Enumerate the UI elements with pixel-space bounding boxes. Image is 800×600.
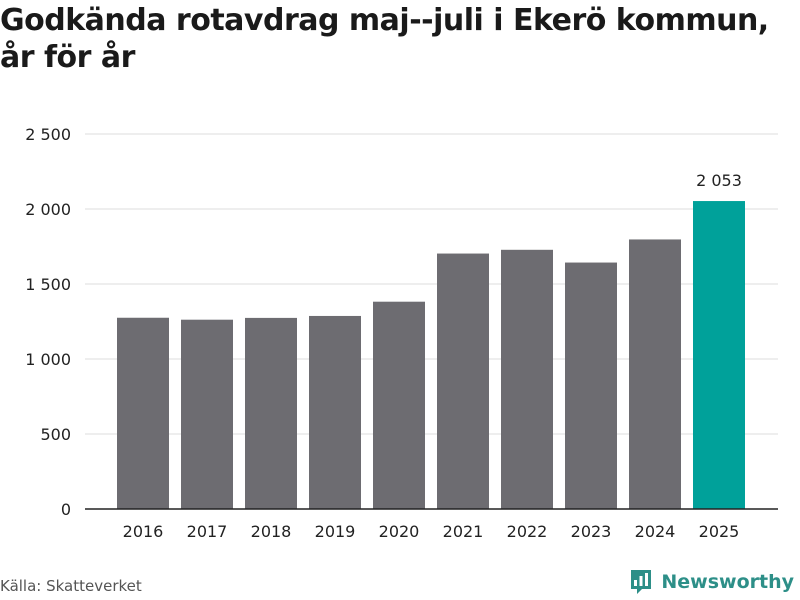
y-tick-label: 2 500: [25, 125, 71, 144]
y-tick-label: 2 000: [25, 200, 71, 219]
x-tick-label: 2017: [187, 522, 228, 541]
y-tick-label: 0: [61, 500, 71, 519]
y-tick-label: 1 000: [25, 350, 71, 369]
bar-2020: [373, 301, 425, 509]
x-tick-label: 2024: [635, 522, 676, 541]
brand-logo: Newsworthy: [629, 568, 794, 596]
x-tick-label: 2019: [315, 522, 356, 541]
x-tick-label: 2018: [251, 522, 292, 541]
x-tick-label: 2025: [699, 522, 740, 541]
bar-2025: [693, 201, 745, 510]
bar-2017: [181, 319, 233, 509]
x-tick-label: 2023: [571, 522, 612, 541]
x-tick-label: 2022: [507, 522, 548, 541]
bar-2021: [437, 253, 489, 509]
bar-2019: [309, 315, 361, 509]
x-tick-label: 2021: [443, 522, 484, 541]
bar-2023: [565, 262, 617, 509]
bar-2024: [629, 239, 681, 509]
x-tick-label: 2020: [379, 522, 420, 541]
labels: 0 500 1 000 1 500 2 000 2 500 2016 2017 2018 2019…: [25, 125, 742, 541]
brand-name: Newsworthy: [661, 571, 794, 593]
bars: [117, 201, 745, 510]
source-note: Källa: Skatteverket: [0, 577, 142, 595]
bar-2016: [117, 317, 169, 509]
y-tick-label: 500: [40, 425, 71, 444]
bar-2018: [245, 317, 297, 509]
value-label: 2 053: [696, 171, 742, 190]
chart-title: Godkända rotavdrag maj--juli i Ekerö kom…: [0, 3, 769, 75]
y-tick-label: 1 500: [25, 275, 71, 294]
bar-chart-logo-icon: [631, 570, 652, 594]
bar-2022: [501, 249, 553, 510]
x-tick-label: 2016: [123, 522, 164, 541]
